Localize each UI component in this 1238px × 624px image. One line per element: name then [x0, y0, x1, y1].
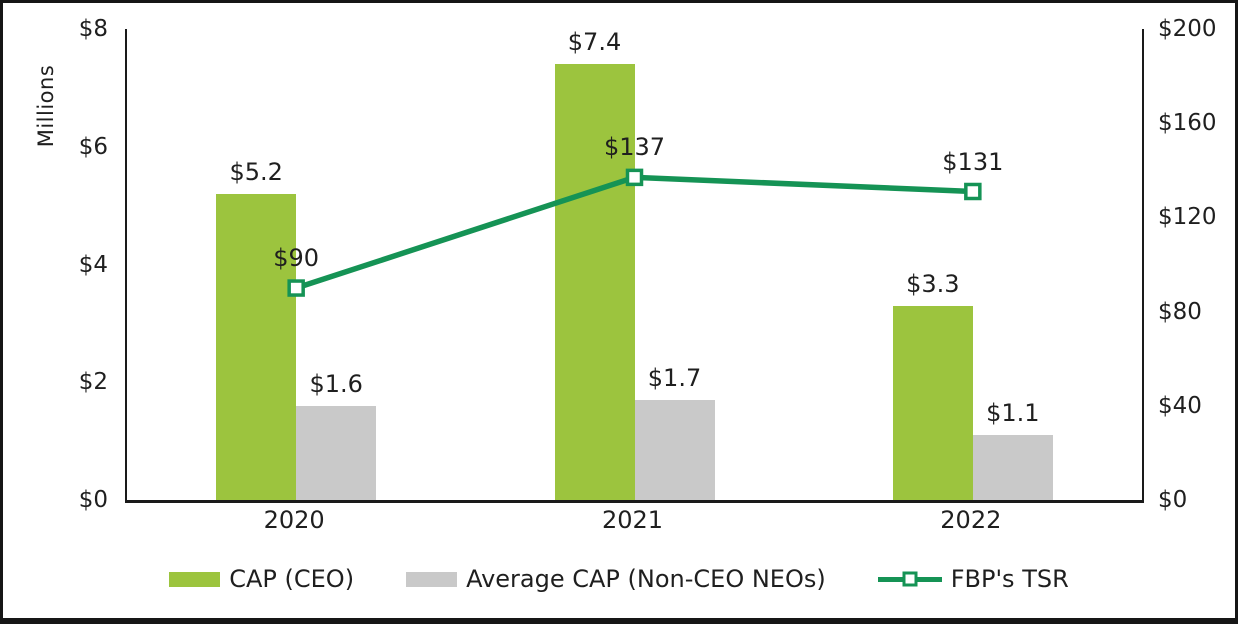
fbp-s-tsr-legend-square [902, 571, 918, 587]
left-axis-tick: $0 [78, 487, 108, 513]
right-axis-tick: $160 [1158, 110, 1217, 137]
legend-item-average-cap-non-ceo-neos: Average CAP (Non-CEO NEOs) [406, 565, 826, 593]
right-axis-tick: $0 [1158, 487, 1188, 513]
fbp-s-tsr-marker-2021 [625, 168, 644, 187]
fbp-s-tsr-line [287, 168, 982, 297]
average-cap-non-ceo-neos-value-label-2022: $1.1 [986, 399, 1040, 428]
x-axis-label-2020: 2020 [263, 506, 325, 534]
average-cap-non-ceo-neos-legend-swatch [406, 571, 458, 587]
fbp-s-tsr-legend-marker [877, 571, 942, 588]
legend-item-fbp-s-tsr: FBP's TSR [877, 565, 1069, 593]
average-cap-non-ceo-neos-bar-2020 [296, 405, 377, 500]
left-axis-tick: $8 [78, 16, 108, 42]
right-axis-tick: $80 [1158, 298, 1202, 325]
x-axis-label-2021: 2021 [601, 506, 664, 534]
legend-label: CAP (CEO) [229, 565, 355, 593]
x-axis-label-2022: 2022 [940, 506, 1002, 534]
cap-ceo-bar-2021 [554, 64, 635, 500]
left-axis-tick: $6 [78, 133, 108, 160]
average-cap-non-ceo-neos-bar-2021 [634, 399, 715, 500]
average-cap-non-ceo-neos-bar-2022 [972, 435, 1053, 500]
fbp-s-tsr-marker-2020 [287, 279, 305, 297]
cap-ceo-value-label-2021: $7.4 [567, 28, 622, 57]
legend-item-cap-ceo: CAP (CEO) [169, 565, 354, 593]
fbp-s-tsr-line-path [295, 174, 973, 291]
legend-label: FBP's TSR [950, 565, 1069, 593]
left-axis-tick: $2 [78, 369, 108, 396]
right-axis-tick: $40 [1158, 392, 1202, 419]
fbp-s-tsr-value-label-2022: $131 [942, 147, 1004, 176]
fbp-s-tsr-marker-2022 [964, 182, 982, 201]
plot-area: $5.2 $7.4 $3.3 $1.6 $1.7 $1.1 $90 $137 $131 [125, 28, 1144, 503]
cap-ceo-bar-2020 [216, 193, 297, 500]
average-cap-non-ceo-neos-value-label-2021: $1.7 [647, 363, 702, 392]
average-cap-non-ceo-neos-value-label-2020: $1.6 [309, 369, 363, 398]
cap-ceo-value-label-2022: $3.3 [906, 269, 960, 298]
cap-ceo-legend-swatch [169, 571, 221, 587]
fbp-s-tsr-value-label-2021: $137 [603, 133, 666, 162]
right-axis-tick: $200 [1158, 16, 1217, 42]
legend-label: Average CAP (Non-CEO NEOs) [466, 565, 826, 593]
legend: CAP (CEO) Average CAP (Non-CEO NEOs) FBP's… [0, 564, 1238, 594]
cap-ceo-bar-2022 [892, 305, 973, 500]
right-axis-tick: $120 [1158, 204, 1217, 231]
left-axis-tick: $4 [78, 251, 108, 278]
cap-ceo-value-label-2020: $5.2 [229, 157, 283, 186]
fbp-s-tsr-value-label-2020: $90 [273, 244, 320, 273]
